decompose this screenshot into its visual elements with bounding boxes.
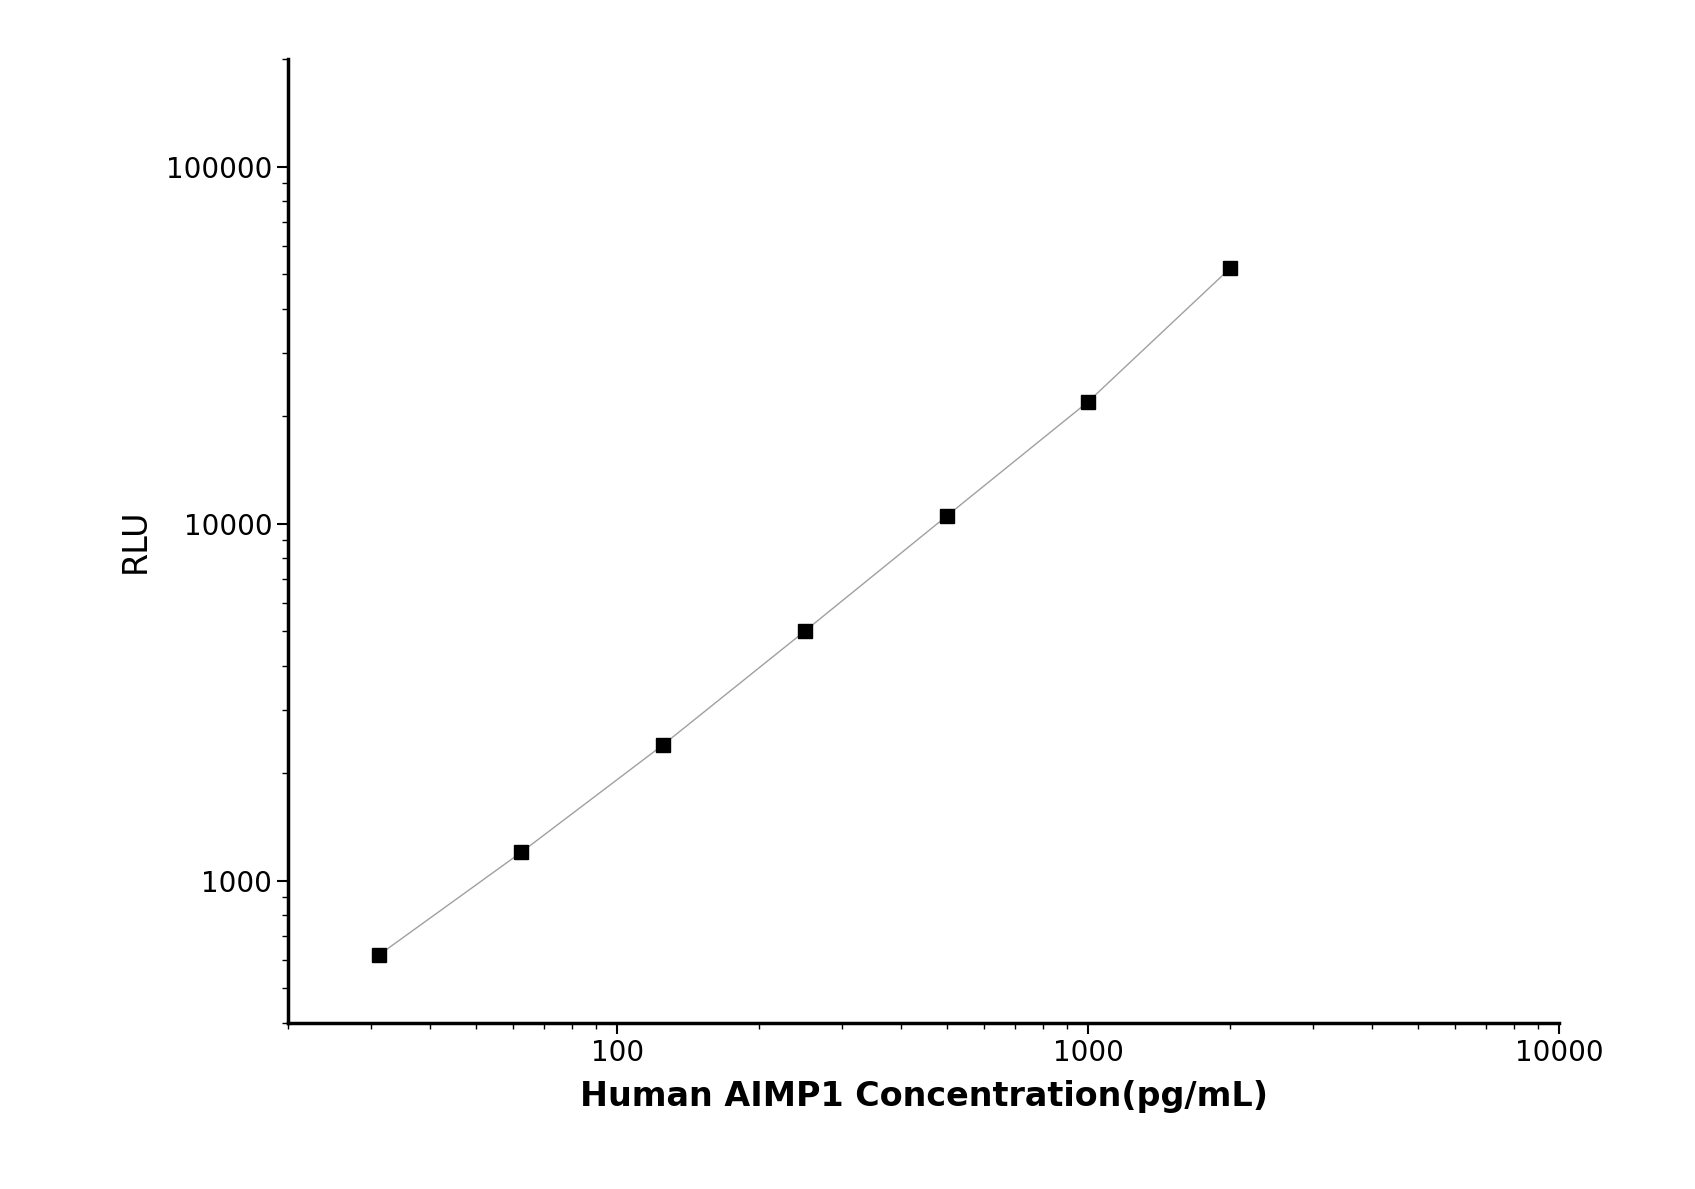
X-axis label: Human AIMP1 Concentration(pg/mL): Human AIMP1 Concentration(pg/mL)	[580, 1081, 1268, 1113]
Y-axis label: RLU: RLU	[119, 509, 153, 573]
